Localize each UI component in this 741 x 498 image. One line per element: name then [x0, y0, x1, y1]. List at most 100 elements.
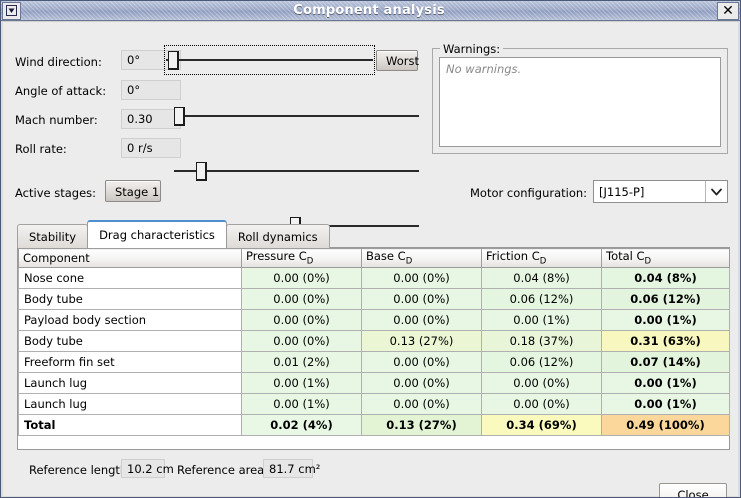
cell-component: Launch lug — [18, 372, 242, 394]
roll-rate-value: 0 r/s — [121, 138, 181, 158]
header-subscript: D — [644, 256, 652, 267]
table-row[interactable]: Body tube 0.00 (0%) 0.00 (0%) 0.06 (12%) 0.0… — [18, 288, 730, 310]
title-bar: Component analysis ✕ — [1, 1, 740, 21]
tab-roll-dynamics[interactable]: Roll dynamics — [225, 224, 330, 248]
table-row[interactable]: Nose cone 0.00 (0%) 0.00 (0%) 0.04 (8%) 0.04… — [18, 267, 730, 289]
reference-area-label: Reference area: — [177, 463, 269, 477]
cell-base-cd: 0.13 (27%) — [361, 330, 482, 352]
mach-number-slider[interactable] — [174, 158, 419, 184]
cell-component: Body tube — [18, 330, 242, 352]
table-row[interactable]: Launch lug 0.00 (1%) 0.00 (0%) 0.00 (0%) 0.0… — [18, 372, 730, 394]
table-row[interactable]: Launch lug 0.00 (1%) 0.00 (0%) 0.00 (0%) 0.0… — [18, 393, 730, 415]
column-header-friction-cd[interactable]: Friction CD — [481, 248, 602, 268]
close-button[interactable]: Close — [659, 483, 727, 497]
header-label: Total C — [606, 249, 645, 264]
slider-thumb[interactable] — [174, 107, 185, 126]
header-label: Component — [23, 251, 90, 265]
column-header-pressure-cd[interactable]: Pressure CD — [241, 248, 362, 268]
window-menu-icon[interactable] — [2, 1, 21, 20]
stage-1-button[interactable]: Stage 1 — [105, 180, 161, 202]
tab-strip: Stability Drag characteristics Roll dyna… — [17, 220, 730, 248]
cell-friction-cd: 0.18 (37%) — [481, 330, 602, 352]
tab-stability[interactable]: Stability — [17, 224, 89, 248]
tab-label: Stability — [29, 229, 77, 244]
mach-number-label: Mach number: — [15, 113, 98, 127]
cell-base-cd: 0.00 (0%) — [361, 351, 482, 373]
cell-base-cd: 0.00 (0%) — [361, 309, 482, 331]
cell-pressure-cd: 0.00 (0%) — [241, 330, 362, 352]
angle-of-attack-label: Angle of attack: — [15, 84, 107, 98]
warnings-text: No warnings. — [446, 62, 522, 76]
window-close-icon[interactable]: ✕ — [717, 1, 739, 20]
cell-component: Freeform fin set — [18, 351, 242, 373]
cell-base-cd: 0.00 (0%) — [361, 288, 482, 310]
motor-configuration-select[interactable]: [J115-P] — [593, 180, 728, 203]
column-header-component[interactable]: Component — [18, 248, 242, 268]
cell-component: Total — [18, 414, 242, 436]
cell-total-cd: 0.00 (1%) — [601, 393, 730, 415]
window-title: Component analysis — [293, 3, 445, 18]
column-header-total-cd[interactable]: Total CD — [601, 248, 730, 268]
column-header-base-cd[interactable]: Base CD — [361, 248, 482, 268]
cell-base-cd: 0.00 (0%) — [361, 372, 482, 394]
chevron-down-icon[interactable] — [705, 181, 727, 202]
warnings-title: Warnings: — [440, 42, 504, 56]
cell-friction-cd: 0.06 (12%) — [481, 288, 602, 310]
header-subscript: D — [306, 256, 314, 267]
roll-rate-label: Roll rate: — [15, 142, 67, 156]
angle-of-attack-value: 0° — [121, 80, 181, 100]
cell-friction-cd: 0.00 (0%) — [481, 393, 602, 415]
cell-component: Payload body section — [18, 309, 242, 331]
reference-length-value: 10.2 cm — [121, 459, 174, 478]
header-subscript: D — [405, 256, 413, 267]
worst-button[interactable]: Worst — [376, 50, 419, 71]
drag-table: Component Pressure CD Base CD Friction C… — [18, 248, 730, 436]
cell-friction-cd: 0.34 (69%) — [481, 414, 602, 436]
cell-friction-cd: 0.04 (8%) — [481, 267, 602, 289]
tab-drag-characteristics[interactable]: Drag characteristics — [87, 220, 227, 248]
cell-total-cd: 0.49 (100%) — [601, 414, 730, 436]
tab-label: Drag characteristics — [99, 228, 215, 242]
mach-number-value: 0.30 — [121, 109, 181, 129]
cell-pressure-cd: 0.02 (4%) — [241, 414, 362, 436]
cell-base-cd: 0.13 (27%) — [361, 414, 482, 436]
reference-length-label: Reference length: — [29, 463, 132, 477]
table-header-row: Component Pressure CD Base CD Friction C… — [18, 248, 730, 268]
slider-thumb[interactable] — [196, 162, 207, 181]
warnings-group: Warnings: No warnings. — [432, 42, 728, 154]
cell-friction-cd: 0.00 (0%) — [481, 372, 602, 394]
cell-pressure-cd: 0.01 (2%) — [241, 351, 362, 373]
active-stages-label: Active stages: — [15, 186, 97, 200]
cell-base-cd: 0.00 (0%) — [361, 393, 482, 415]
wind-direction-value: 0° — [121, 50, 181, 70]
drag-characteristics-panel: Component Pressure CD Base CD Friction C… — [17, 247, 730, 450]
table-row[interactable]: Freeform fin set 0.01 (2%) 0.00 (0%) 0.06 (… — [18, 351, 730, 373]
cell-total-cd: 0.07 (14%) — [601, 351, 730, 373]
cell-total-cd: 0.00 (1%) — [601, 372, 730, 394]
table-row[interactable]: Body tube 0.00 (0%) 0.13 (27%) 0.18 (37%) 0.… — [18, 330, 730, 352]
slider-thumb[interactable] — [168, 51, 179, 70]
table-body: Nose cone 0.00 (0%) 0.00 (0%) 0.04 (8%) 0.04… — [18, 267, 730, 436]
motor-configuration-value: [J115-P] — [599, 184, 645, 199]
wind-direction-label: Wind direction: — [15, 55, 102, 69]
cell-friction-cd: 0.00 (1%) — [481, 309, 602, 331]
angle-of-attack-slider[interactable] — [174, 103, 419, 129]
warnings-textarea[interactable]: No warnings. — [439, 57, 721, 147]
table-row[interactable]: Payload body section 0.00 (0%) 0.00 (0%) 0.… — [18, 309, 730, 331]
header-label: Base C — [366, 249, 406, 264]
wind-direction-slider[interactable] — [164, 45, 375, 75]
motor-configuration-label: Motor configuration: — [470, 186, 588, 200]
table-total-row[interactable]: Total 0.02 (4%) 0.13 (27%) 0.34 (69%) 0.49 (… — [18, 414, 730, 436]
cell-total-cd: 0.00 (1%) — [601, 309, 730, 331]
header-subscript: D — [539, 256, 547, 267]
cell-component: Nose cone — [18, 267, 242, 289]
reference-area-value: 81.7 cm² — [263, 459, 320, 478]
slider-track — [174, 170, 419, 172]
cell-total-cd: 0.04 (8%) — [601, 267, 730, 289]
cell-pressure-cd: 0.00 (1%) — [241, 372, 362, 394]
cell-pressure-cd: 0.00 (0%) — [241, 288, 362, 310]
header-label: Pressure C — [246, 249, 307, 264]
slider-track — [166, 59, 373, 61]
cell-pressure-cd: 0.00 (0%) — [241, 267, 362, 289]
